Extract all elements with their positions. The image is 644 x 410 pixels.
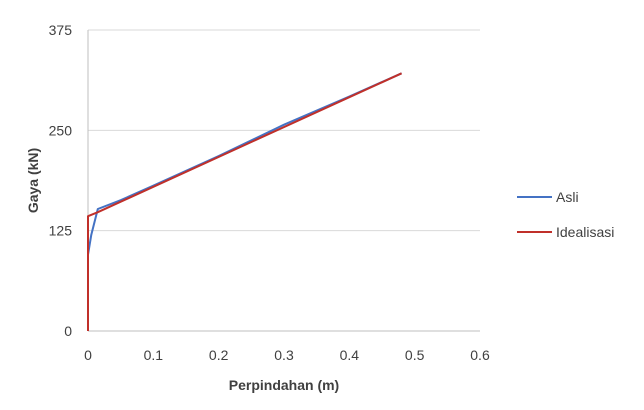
y-tick-labels: 0 125 250 375 <box>49 22 73 339</box>
x-tick-label: 0.1 <box>144 347 164 363</box>
y-axis-title: Gaya (kN) <box>25 148 41 213</box>
x-axis-title: Perpindahan (m) <box>229 377 339 393</box>
gridlines <box>88 29 480 232</box>
series-line-asli <box>87 72 403 331</box>
legend: Asli Idealisasi <box>517 189 614 240</box>
y-tick-label: 125 <box>49 223 73 239</box>
x-tick-label: 0.5 <box>405 347 425 363</box>
y-tick-label: 0 <box>64 323 72 339</box>
legend-label-idealisasi: Idealisasi <box>556 224 614 240</box>
series-line-idealisasi <box>87 72 403 331</box>
x-tick-labels: 0 0.1 0.2 0.3 0.4 0.5 0.6 <box>84 347 490 363</box>
x-tick-label: 0.2 <box>209 347 229 363</box>
x-tick-label: 0.4 <box>340 347 360 363</box>
y-tick-label: 250 <box>49 122 73 138</box>
legend-label-asli: Asli <box>556 189 579 205</box>
x-tick-label: 0.6 <box>470 347 490 363</box>
x-tick-label: 0.3 <box>274 347 294 363</box>
y-tick-label: 375 <box>49 22 73 38</box>
x-tick-label: 0 <box>84 347 92 363</box>
series-lines <box>87 72 403 331</box>
